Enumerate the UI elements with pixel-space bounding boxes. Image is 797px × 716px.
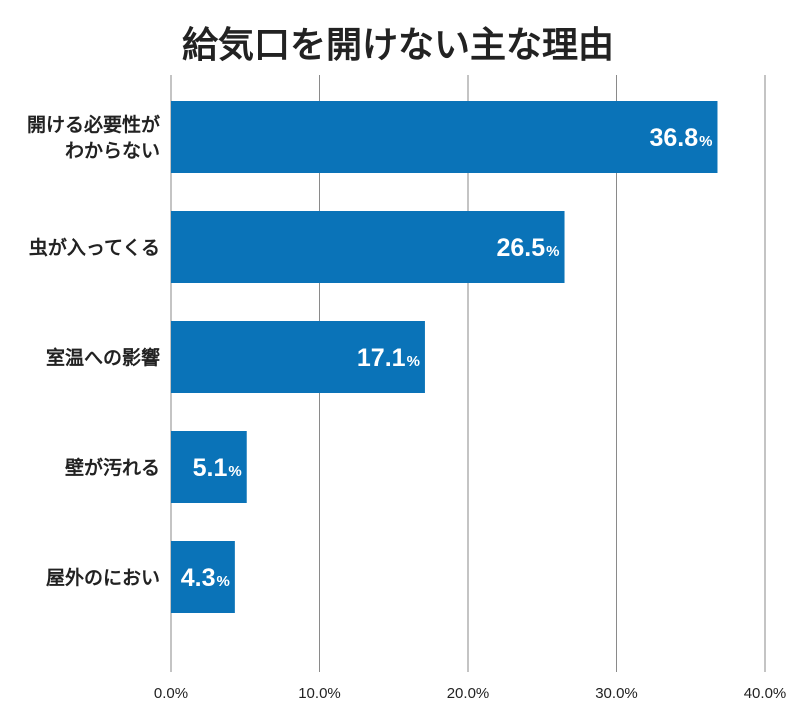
x-tick-label: 40.0%: [744, 685, 787, 702]
data-label: 26.5%: [497, 234, 560, 262]
data-label: 36.8%: [649, 124, 712, 152]
x-tick-label: 30.0%: [595, 685, 638, 702]
x-tick-label: 20.0%: [447, 685, 490, 702]
category-label: 室温への影響: [46, 346, 160, 369]
x-tick-label: 0.0%: [154, 685, 188, 702]
category-label: 屋外のにおい: [46, 566, 160, 589]
x-axis-ticks: 0.0% 10.0% 20.0% 30.0% 40.0%: [154, 685, 786, 702]
category-label: 開ける必要性が: [27, 113, 160, 136]
chart-title: 給気口を開けない主な理由: [182, 25, 614, 66]
bars: [171, 101, 718, 613]
category-label: 虫が入ってくる: [29, 236, 160, 259]
category-label: 壁が汚れる: [65, 456, 160, 479]
bar: [171, 101, 718, 173]
data-label: 17.1%: [357, 344, 420, 372]
data-label: 5.1%: [193, 454, 242, 482]
x-tick-label: 10.0%: [298, 685, 341, 702]
data-label: 4.3%: [181, 564, 230, 592]
bar: [171, 321, 425, 393]
bar: [171, 431, 247, 503]
category-label: わからない: [65, 140, 160, 162]
bar: [171, 541, 235, 613]
value-labels: 36.8% 26.5% 17.1% 5.1% 4.3%: [181, 124, 713, 592]
bar: [171, 211, 565, 283]
